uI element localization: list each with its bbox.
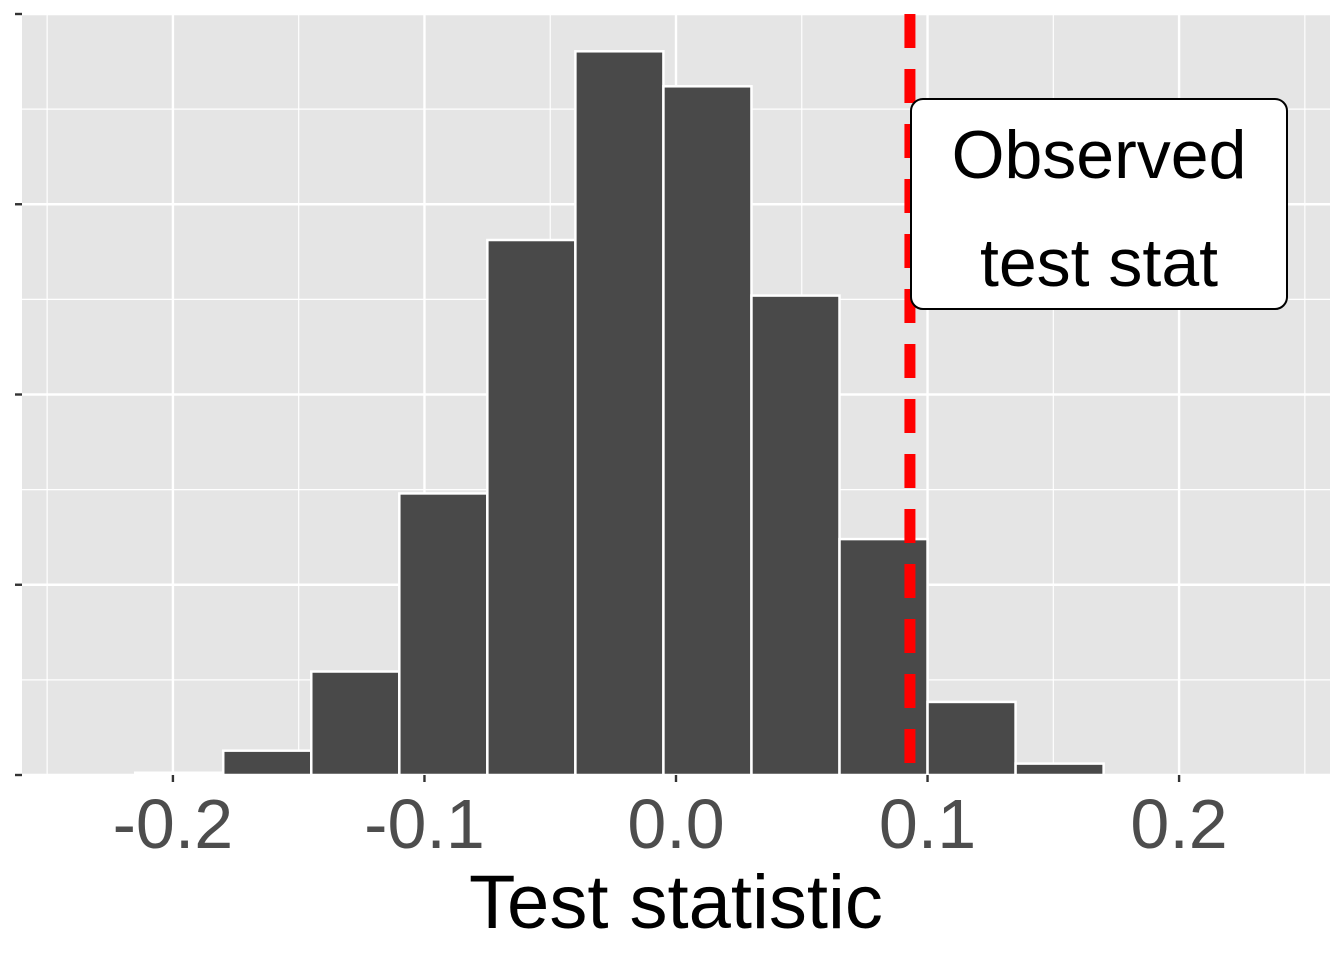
annotation-box <box>910 98 1288 310</box>
x-tick-label: 0.2 <box>1130 785 1227 863</box>
x-axis-title: Test statistic <box>469 860 883 945</box>
x-tick-label: -0.1 <box>364 785 485 863</box>
x-axis-ticks <box>171 775 1181 782</box>
x-tick-label: 0.0 <box>627 785 724 863</box>
histogram-bar <box>310 670 401 777</box>
histogram-bar <box>398 492 489 777</box>
annotation-line-2: test stat <box>980 225 1218 301</box>
histogram-bar <box>662 85 753 777</box>
histogram-bar <box>574 50 665 777</box>
x-tick-label: 0.1 <box>879 785 976 863</box>
x-tick-labels: -0.2 -0.1 0.0 0.1 0.2 <box>113 785 1228 863</box>
histogram-bar <box>926 700 1017 777</box>
annotation-label: Observed test stat <box>910 98 1288 310</box>
annotation-line-1: Observed <box>952 117 1247 193</box>
histogram-bar <box>1014 762 1105 777</box>
histogram-bar <box>750 294 841 777</box>
histogram-bar <box>133 771 225 777</box>
x-tick-label: -0.2 <box>113 785 234 863</box>
histogram-bar <box>486 238 577 777</box>
histogram-bars <box>133 50 1105 777</box>
histogram-bar <box>221 749 313 777</box>
y-axis-ticks <box>15 12 22 777</box>
